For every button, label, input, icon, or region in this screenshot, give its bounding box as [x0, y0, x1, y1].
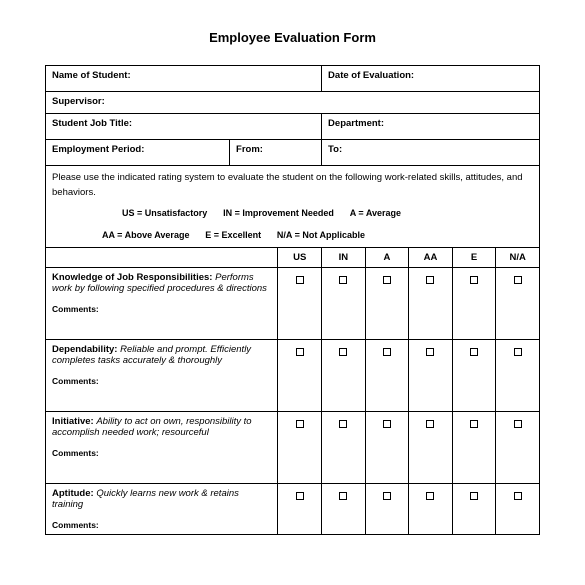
criterion-3-e[interactable]	[452, 483, 496, 534]
legend-us: US = Unsatisfactory	[122, 208, 207, 218]
checkbox-icon	[383, 420, 391, 428]
col-us: US	[278, 247, 322, 267]
criterion-1-e[interactable]	[452, 339, 496, 411]
criterion-0-comments: Comments:	[52, 304, 271, 314]
col-aa: AA	[409, 247, 453, 267]
from-cell: From:	[230, 140, 322, 166]
criterion-3-in[interactable]	[322, 483, 366, 534]
job-title-cell: Student Job Title:	[46, 114, 322, 140]
instructions-cell: Please use the indicated rating system t…	[46, 166, 540, 248]
legend-aa: AA = Above Average	[102, 230, 189, 240]
criterion-0-a[interactable]	[365, 267, 409, 339]
checkbox-icon	[470, 348, 478, 356]
to-cell: To:	[322, 140, 540, 166]
checkbox-icon	[470, 420, 478, 428]
name-of-student-cell: Name of Student:	[46, 66, 322, 92]
criterion-2-e[interactable]	[452, 411, 496, 483]
criterion-1-in[interactable]	[322, 339, 366, 411]
criterion-2-us[interactable]	[278, 411, 322, 483]
department-cell: Department:	[322, 114, 540, 140]
legend-a: A = Average	[350, 208, 401, 218]
col-e: E	[452, 247, 496, 267]
checkbox-icon	[470, 276, 478, 284]
employment-period-label: Employment Period:	[52, 144, 144, 155]
checkbox-icon	[470, 492, 478, 500]
criterion-0-na[interactable]	[496, 267, 540, 339]
checkbox-icon	[339, 492, 347, 500]
checkbox-icon	[339, 420, 347, 428]
criterion-1-title: Dependability:	[52, 344, 117, 355]
criterion-2-a[interactable]	[365, 411, 409, 483]
criterion-3-na[interactable]	[496, 483, 540, 534]
criterion-1-na[interactable]	[496, 339, 540, 411]
supervisor-cell: Supervisor:	[46, 92, 540, 114]
criterion-0-e[interactable]	[452, 267, 496, 339]
criterion-row-1: Dependability: Reliable and prompt. Effi…	[46, 339, 540, 411]
criterion-1-cell: Dependability: Reliable and prompt. Effi…	[46, 339, 278, 411]
checkbox-icon	[296, 348, 304, 356]
legend-e: E = Excellent	[205, 230, 261, 240]
criterion-0-in[interactable]	[322, 267, 366, 339]
supervisor-label: Supervisor:	[52, 96, 105, 107]
criterion-3-aa[interactable]	[409, 483, 453, 534]
date-of-evaluation-cell: Date of Evaluation:	[322, 66, 540, 92]
criterion-2-aa[interactable]	[409, 411, 453, 483]
checkbox-icon	[514, 348, 522, 356]
employment-period-cell: Employment Period:	[46, 140, 230, 166]
name-of-student-label: Name of Student:	[52, 70, 131, 81]
criterion-3-comments: Comments:	[52, 520, 271, 530]
col-a: A	[365, 247, 409, 267]
criterion-row-3: Aptitude: Quickly learns new work & reta…	[46, 483, 540, 534]
criterion-row-2: Initiative: Ability to act on own, respo…	[46, 411, 540, 483]
criterion-1-aa[interactable]	[409, 339, 453, 411]
checkbox-icon	[339, 348, 347, 356]
criterion-0-title: Knowledge of Job Responsibilities:	[52, 272, 212, 283]
checkbox-icon	[383, 348, 391, 356]
criterion-3-a[interactable]	[365, 483, 409, 534]
criterion-3-title: Aptitude:	[52, 488, 94, 499]
legend-na: N/A = Not Applicable	[277, 230, 365, 240]
checkbox-icon	[514, 492, 522, 500]
criterion-1-a[interactable]	[365, 339, 409, 411]
criterion-2-in[interactable]	[322, 411, 366, 483]
criterion-2-title: Initiative:	[52, 416, 94, 427]
criterion-0-aa[interactable]	[409, 267, 453, 339]
legend-in: IN = Improvement Needed	[223, 208, 334, 218]
department-label: Department:	[328, 118, 384, 129]
criterion-2-na[interactable]	[496, 411, 540, 483]
criterion-1-comments: Comments:	[52, 376, 271, 386]
checkbox-icon	[426, 348, 434, 356]
criteria-header-blank	[46, 247, 278, 267]
checkbox-icon	[426, 492, 434, 500]
checkbox-icon	[426, 276, 434, 284]
date-of-evaluation-label: Date of Evaluation:	[328, 70, 414, 81]
checkbox-icon	[296, 420, 304, 428]
from-label: From:	[236, 144, 263, 155]
criterion-row-0: Knowledge of Job Responsibilities: Perfo…	[46, 267, 540, 339]
criterion-0-cell: Knowledge of Job Responsibilities: Perfo…	[46, 267, 278, 339]
job-title-label: Student Job Title:	[52, 118, 132, 129]
checkbox-icon	[296, 276, 304, 284]
checkbox-icon	[514, 420, 522, 428]
page-title: Employee Evaluation Form	[45, 30, 540, 45]
checkbox-icon	[514, 276, 522, 284]
criterion-0-us[interactable]	[278, 267, 322, 339]
to-label: To:	[328, 144, 342, 155]
criterion-2-comments: Comments:	[52, 448, 271, 458]
col-in: IN	[322, 247, 366, 267]
checkbox-icon	[339, 276, 347, 284]
checkbox-icon	[383, 276, 391, 284]
evaluation-form: Name of Student: Date of Evaluation: Sup…	[45, 65, 540, 535]
criterion-3-cell: Aptitude: Quickly learns new work & reta…	[46, 483, 278, 534]
checkbox-icon	[383, 492, 391, 500]
instructions-text: Please use the indicated rating system t…	[52, 172, 523, 198]
checkbox-icon	[426, 420, 434, 428]
criterion-2-cell: Initiative: Ability to act on own, respo…	[46, 411, 278, 483]
criterion-1-us[interactable]	[278, 339, 322, 411]
checkbox-icon	[296, 492, 304, 500]
criterion-3-us[interactable]	[278, 483, 322, 534]
col-na: N/A	[496, 247, 540, 267]
